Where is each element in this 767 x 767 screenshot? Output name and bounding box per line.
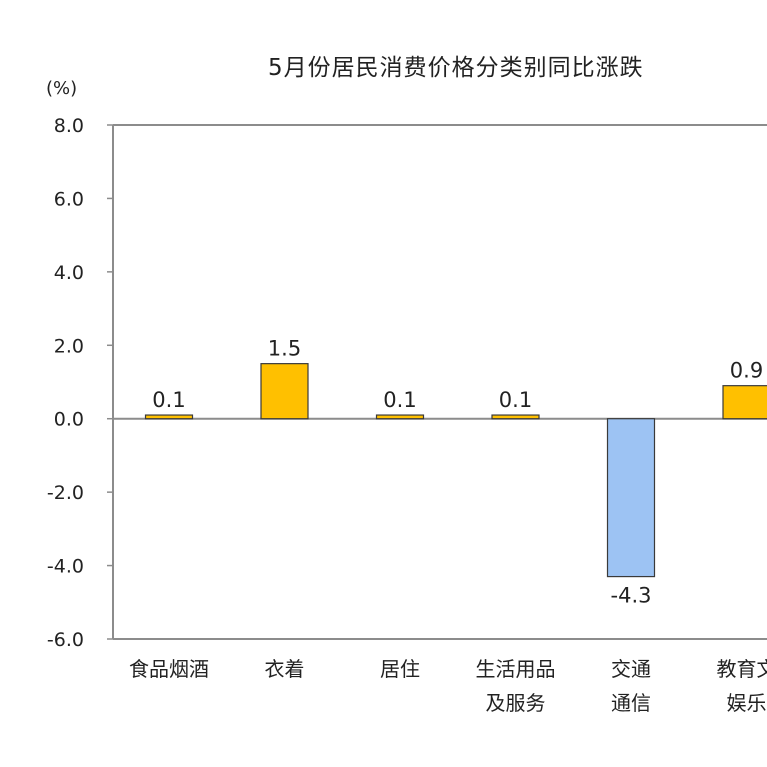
- y-tick-label: -4.0: [47, 556, 84, 578]
- bar-data-label: 0.1: [383, 388, 416, 412]
- x-category-label: 生活用品: [476, 657, 556, 681]
- bar: [375, 414, 425, 420]
- bar-data-label: -4.3: [611, 584, 652, 608]
- bar-data-label: 1.5: [268, 337, 301, 361]
- bar: [722, 385, 767, 420]
- x-category-label: 居住: [380, 657, 420, 681]
- y-tick-label: 2.0: [54, 335, 84, 357]
- y-tick-label: -2.0: [47, 482, 84, 504]
- x-category-label: 娱乐: [727, 691, 767, 715]
- bar-data-label: 0.1: [152, 388, 185, 412]
- y-tick-label: 4.0: [54, 262, 84, 284]
- x-category-label: 食品烟酒: [129, 657, 209, 681]
- bar-data-label: 0.9: [730, 359, 763, 383]
- x-category-label: 及服务: [486, 691, 546, 715]
- x-category-label: 交通: [611, 657, 651, 681]
- x-category-label: 教育文: [717, 657, 767, 681]
- y-tick-label: 8.0: [54, 115, 84, 137]
- bar: [606, 418, 656, 578]
- x-category-label: 衣着: [265, 657, 305, 681]
- y-tick-label: 6.0: [54, 188, 84, 210]
- bar: [491, 414, 540, 420]
- bar: [260, 363, 309, 420]
- chart-title: 5月份居民消费价格分类别同比涨跌: [268, 55, 644, 81]
- y-tick-label: -6.0: [47, 629, 84, 651]
- x-category-label: 通信: [611, 691, 651, 715]
- bar: [144, 414, 194, 420]
- bar-data-label: 0.1: [499, 388, 532, 412]
- y-axis-unit-label: (%): [46, 78, 78, 99]
- y-tick-label: 0.0: [54, 409, 84, 431]
